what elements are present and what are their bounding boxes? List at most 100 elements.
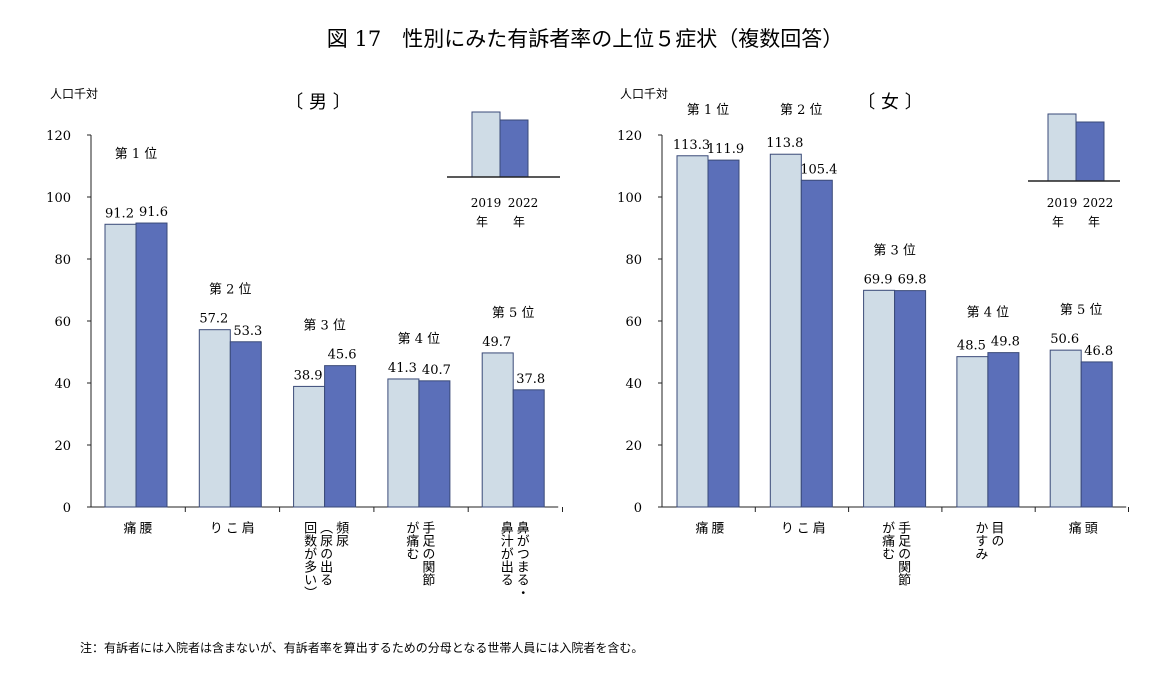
bar-2022 xyxy=(512,389,545,508)
y-tick-label: 60 xyxy=(54,315,71,330)
legend-swatch-2022 xyxy=(1075,121,1105,182)
legend-label: 2019 xyxy=(471,196,502,210)
bar-2022 xyxy=(324,365,357,508)
legend-swatch-2019 xyxy=(471,111,501,178)
data-label: 46.8 xyxy=(1084,344,1113,359)
bar-2022 xyxy=(707,159,740,508)
category-label: 肩 xyxy=(810,520,826,534)
panel-male: 人口千対 〔 男 〕 0 20 40 60 80 100 120 91.2 91.6 第 1 位腰痛 5… xyxy=(46,87,563,599)
data-label: 105.4 xyxy=(800,162,837,177)
category-label: かすみ xyxy=(972,521,987,560)
category-label: 頭 xyxy=(1082,521,1098,534)
rank-label: 第 5 位 xyxy=(1060,303,1103,318)
category-group: 91.2 91.6 第 1 位腰痛 xyxy=(104,147,168,535)
bar-2019 xyxy=(104,223,137,508)
legend: 2019 年 2022 年 xyxy=(1028,113,1120,229)
category-label: 肩 xyxy=(239,520,255,534)
chart-title: 図 17 性別にみた有訴者率の上位５症状（複数回答） xyxy=(327,27,843,51)
category-label: 鼻がつまる・ xyxy=(514,520,530,599)
y-axis-label: 人口千対 xyxy=(620,87,668,101)
legend-label-unit: 年 xyxy=(1088,215,1100,229)
bar-2019 xyxy=(1049,349,1082,508)
bar-2019 xyxy=(198,329,231,508)
data-label: 113.8 xyxy=(766,136,803,151)
category-group: 50.6 46.8 第 5 位頭痛 xyxy=(1049,303,1113,535)
data-label: 91.2 xyxy=(105,206,134,221)
data-label: 50.6 xyxy=(1050,332,1079,347)
bar-2019 xyxy=(387,378,420,508)
category-label: 目の xyxy=(988,521,1003,547)
data-label: 48.5 xyxy=(957,339,986,354)
bar-2022 xyxy=(418,380,451,508)
legend-label-unit: 年 xyxy=(513,215,525,229)
legend-swatch-2022 xyxy=(499,119,529,178)
legend: 2019 年 2022 年 xyxy=(447,111,560,229)
bar-2022 xyxy=(1080,361,1113,508)
y-tick-label: 40 xyxy=(54,377,71,392)
category-label: 頻尿 xyxy=(333,521,349,547)
category-label: こ xyxy=(223,521,238,534)
rank-label: 第 3 位 xyxy=(303,319,346,334)
legend-label: 2022 xyxy=(1083,196,1114,210)
data-label: 49.8 xyxy=(991,335,1020,350)
category-label: 痛 xyxy=(121,520,137,535)
category-label: （尿の出る xyxy=(317,521,333,586)
y-axis-label: 人口千対 xyxy=(50,87,98,101)
category-label: が痛む xyxy=(879,521,895,560)
y-tick-label: 20 xyxy=(625,439,642,454)
data-label: 49.7 xyxy=(482,335,511,350)
data-label: 113.3 xyxy=(673,138,710,153)
category-label: 痛 xyxy=(1066,520,1082,535)
rank-label: 第 2 位 xyxy=(209,283,252,298)
data-label: 38.9 xyxy=(294,368,323,383)
category-label: 手足の関節 xyxy=(419,521,435,586)
y-tick-label: 80 xyxy=(625,253,642,268)
y-tick-label: 100 xyxy=(46,191,71,206)
panel-title: 〔 男 〕 xyxy=(285,92,350,113)
rank-label: 第 1 位 xyxy=(687,103,730,118)
bar-2022 xyxy=(135,222,168,508)
data-label: 91.6 xyxy=(139,205,168,220)
category-label: 腰 xyxy=(137,521,153,534)
category-label: 鼻汁が出る xyxy=(498,520,514,586)
data-label: 45.6 xyxy=(328,348,357,363)
category-label: が痛む xyxy=(403,521,419,560)
data-label: 41.3 xyxy=(388,361,417,376)
y-tick-label: 80 xyxy=(54,253,71,268)
category-label: こ xyxy=(794,521,809,534)
category-label: り xyxy=(207,521,222,534)
bar-2019 xyxy=(956,356,989,508)
data-label: 111.9 xyxy=(707,142,744,157)
panel-title: 〔 女 〕 xyxy=(857,92,922,113)
bar-2022 xyxy=(894,290,927,508)
rank-label: 第 4 位 xyxy=(967,306,1010,321)
data-label: 37.8 xyxy=(516,372,545,387)
rank-label: 第 3 位 xyxy=(873,243,916,258)
category-label: 回数が多い） xyxy=(301,521,317,599)
rank-label: 第 1 位 xyxy=(115,147,158,162)
data-label: 57.2 xyxy=(199,312,228,327)
bar-2022 xyxy=(800,179,833,508)
bar-2019 xyxy=(863,289,896,508)
rank-label: 第 5 位 xyxy=(492,306,535,321)
legend-label: 2019 xyxy=(1047,196,1078,210)
bar-2019 xyxy=(481,352,514,508)
legend-label-unit: 年 xyxy=(1052,215,1064,229)
footnote: 注：有訴者には入院者は含まないが、有訴者率を算出するための分母となる世帯人員には… xyxy=(80,640,643,655)
y-tick-label: 0 xyxy=(634,501,642,516)
category-label: り xyxy=(778,521,793,534)
category-label: 痛 xyxy=(693,520,709,535)
y-tick-label: 20 xyxy=(54,439,71,454)
y-tick-label: 120 xyxy=(46,129,71,144)
bar-2022 xyxy=(229,341,262,508)
category-label: 手足の関節 xyxy=(895,521,911,586)
legend-swatch-2019 xyxy=(1047,113,1077,182)
bar-2022 xyxy=(987,352,1020,508)
